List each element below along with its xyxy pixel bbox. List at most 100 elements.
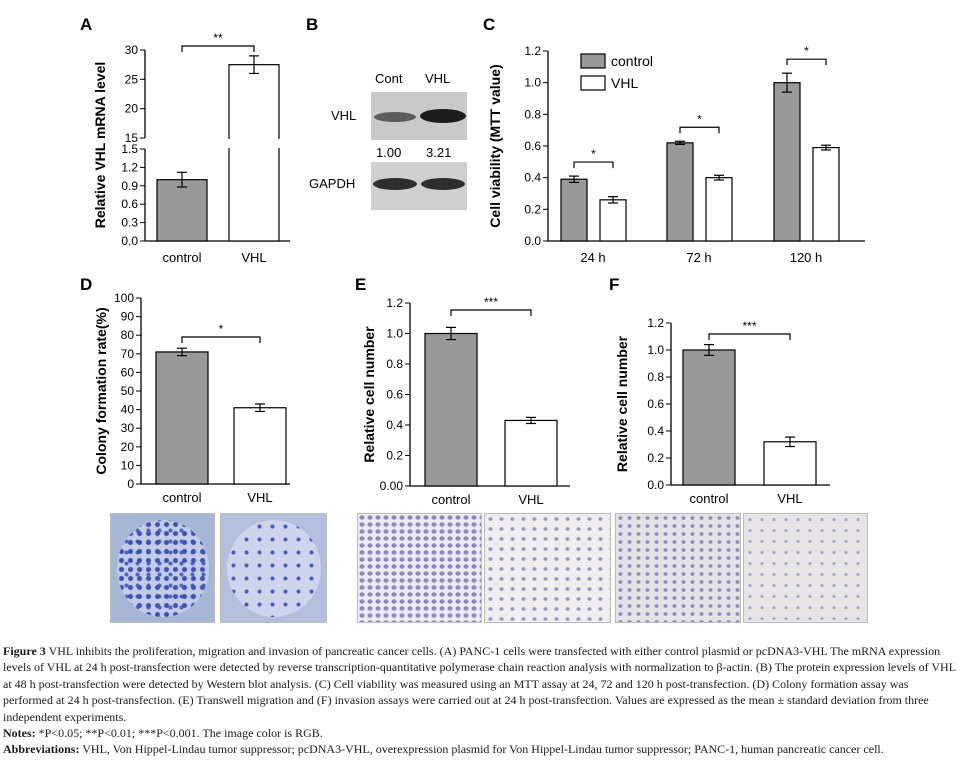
panel-e-bar-control [424,332,478,487]
caption-abbreviations-text: VHL, Von Hippel-Lindau tumor suppressor;… [79,742,884,757]
panel-letter-d: D [80,275,92,294]
panel-c-significance-bracket-1 [679,126,720,134]
panel-c-x-tick-label: 120 h [790,250,823,265]
panel-f-y-tick-label: 1.2 [647,316,664,330]
panel-a-y-tick-label: 15 [125,131,139,145]
panel-c-bar-control-0 [560,178,588,242]
panel-c-legend-label-control: control [611,53,653,69]
blot-band-vhl-vhl [420,109,466,123]
panel-c-y-tick-label: 0.2 [524,202,541,216]
panel-c-legend-label-vhl: VHL [611,75,638,91]
transwell-image-invasion-vhl [743,513,868,623]
panel-f-bar-control [682,349,736,486]
panel-a-axis-break-gap [227,139,281,148]
panel-c-y-tick-label: 0.0 [524,234,541,248]
panel-c-y-axis-label: Cell viability (MTT value) [487,64,503,227]
panel-letter-c: C [483,15,495,34]
panel-f-significance-bracket [708,333,791,340]
panel-d-x-tick-label: VHL [247,490,272,505]
panel-a-significance-bracket [181,45,255,52]
panel-f-y-tick-label: 0.8 [647,370,664,384]
panel-f-y-tick-label: 0.4 [647,424,664,438]
panel-e-x-tick-label: VHL [518,492,543,507]
blot-ratio-cont: 1.00 [376,145,401,160]
panel-letter-e: E [355,275,366,294]
colony-dish-control [117,520,209,617]
blot-header-vhl: VHL [425,71,450,86]
panel-a-y-tick-label: 1.5 [121,142,138,156]
panel-e-y-tick-label: 0.6 [386,388,403,402]
panel-c-legend-swatch-vhl [580,75,606,91]
blot-row-label-gapdh: GAPDH [309,176,355,191]
panel-f-x-tick-label: VHL [777,491,802,506]
panel-c-x-tick-label: 24 h [580,250,605,265]
panel-d-y-tick-label: 100 [114,291,134,305]
panel-a-significance-label: ** [213,31,223,45]
panel-a-bar-control [156,179,208,242]
panel-a-y-axis-label: Relative VHL mRNA level [92,62,108,229]
panel-c-legend-swatch-control [580,53,606,69]
panel-c-significance-label-1: * [697,112,702,126]
panel-f-y-tick-label: 0.6 [647,397,664,411]
panel-c-significance-bracket-0 [573,161,614,169]
figure-caption: Figure 3 VHL inhibits the proliferation,… [3,643,958,758]
panel-c-bar-vhl-2 [812,146,840,242]
caption-notes-label: Notes: [3,726,36,741]
panel-d-y-tick-label: 60 [121,365,135,379]
panel-d-y-tick-label: 0 [127,477,134,491]
panel-c-y-tick-label: 0.6 [524,139,541,153]
panel-d-y-axis-label: Colony formation rate(%) [93,307,109,474]
panel-a-y-tick-label: 1.2 [121,160,138,174]
panel-letter-b: B [306,15,318,34]
blot-ratio-vhl: 3.21 [426,145,451,160]
panel-d-bar-vhl [233,407,287,485]
panel-d-y-tick-label: 90 [121,310,135,324]
panel-a-y-tick-label: 0.0 [121,234,138,248]
colony-plate-control [110,513,215,623]
panel-a-x-tick-label: control [162,250,201,265]
panel-e-bar-vhl [504,419,558,487]
panel-f-y-axis-label: Relative cell number [614,335,630,472]
colony-plate-vhl [220,513,327,623]
panel-e-y-tick-label: 0.8 [386,357,403,371]
caption-abbreviations-label: Abbreviations: [3,742,80,757]
transwell-image-invasion-control [615,513,741,623]
blot-band-cont-vhl [374,112,416,122]
panel-f-x-tick-label: control [689,491,728,506]
transwell-image-migration-control [357,513,482,623]
panel-a-y-tick-label: 20 [125,102,139,116]
panel-f-bar-vhl [763,441,817,486]
panel-e-y-tick-label: 1.2 [386,296,403,310]
panel-d-y-tick-label: 70 [121,347,135,361]
blot-band-cont-gapdh [373,178,417,190]
panel-c-bar-vhl-0 [599,199,627,242]
panel-f-y-tick-label: 0.2 [647,451,664,465]
panel-e-y-tick-label: 0.2 [386,449,403,463]
panel-a-y-tick-label: 30 [125,43,139,57]
panel-d-y-tick-label: 80 [121,328,135,342]
panel-c-y-tick-label: 1.0 [524,76,541,90]
panel-a-y-tick-label: 0.6 [121,197,138,211]
caption-notes-text: *P<0.05; **P<0.01; ***P<0.001. The image… [35,726,323,741]
panel-e-significance-label: *** [484,295,498,309]
panel-d-y-tick-label: 30 [121,421,135,435]
panel-c-bar-control-2 [773,82,801,242]
panel-f-y-tick-label: 1.0 [647,343,664,357]
panel-e-y-tick-label: 0.4 [386,418,403,432]
panel-a-y-tick-label: 25 [125,72,139,86]
panel-d-y-tick-label: 50 [121,384,135,398]
panel-c-significance-label-2: * [804,44,809,58]
panel-c-significance-label-0: * [591,147,596,161]
panel-c-significance-bracket-2 [786,58,827,66]
panel-f-significance-label: *** [742,319,756,333]
panel-c-y-tick-label: 1.2 [524,44,541,58]
panel-a-bar-vhl [228,64,280,242]
panel-d-y-tick-label: 10 [121,458,135,472]
panel-c-bar-control-1 [666,142,694,242]
western-blot: Cont VHL VHL 1.00 3.21 GAPDH [309,71,467,210]
panel-a-x-tick-label: VHL [241,250,266,265]
panel-d-significance-bracket [181,336,261,343]
colony-dish-vhl [227,520,321,617]
panel-d-y-tick-label: 40 [121,403,135,417]
caption-figure-label: Figure 3 [3,644,46,658]
